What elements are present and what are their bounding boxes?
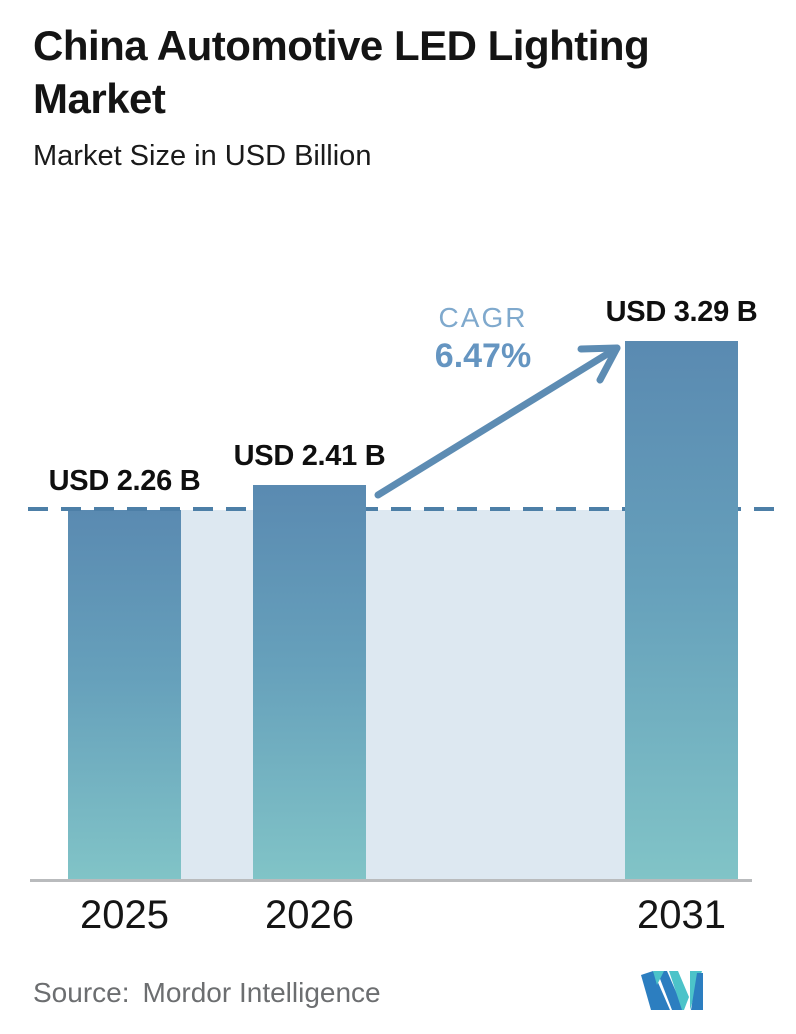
cagr-arrow — [374, 344, 621, 499]
source-caption: Source: Mordor Intelligence — [33, 977, 381, 1009]
reference-dashed-line — [28, 506, 777, 511]
x-label-2031: 2031 — [637, 893, 726, 937]
chart-subtitle: Market Size in USD Billion — [33, 139, 372, 172]
bar-2026 — [253, 485, 366, 881]
bar-2031 — [625, 340, 738, 881]
x-axis-line — [30, 879, 752, 882]
cagr-value: 6.47% — [434, 337, 532, 375]
bar-value-2031: USD 3.29 B — [605, 295, 758, 328]
chart-title: China Automotive LED Lighting Market — [33, 22, 650, 122]
cagr-label: CAGR — [438, 302, 528, 333]
x-label-2026: 2026 — [265, 893, 354, 937]
bar-2025 — [68, 509, 181, 881]
cagr-annotation: CAGR 6.47% — [393, 302, 573, 376]
mordor-intelligence-logo — [641, 971, 703, 1010]
bar-value-2025: USD 2.26 B — [48, 464, 201, 497]
source-label: Source: — [33, 977, 130, 1008]
bar-value-2026: USD 2.41 B — [233, 440, 386, 473]
chart-header: China Automotive LED Lighting Market Mar… — [33, 20, 733, 173]
source-value: Mordor Intelligence — [142, 977, 381, 1008]
x-label-2025: 2025 — [80, 893, 169, 937]
